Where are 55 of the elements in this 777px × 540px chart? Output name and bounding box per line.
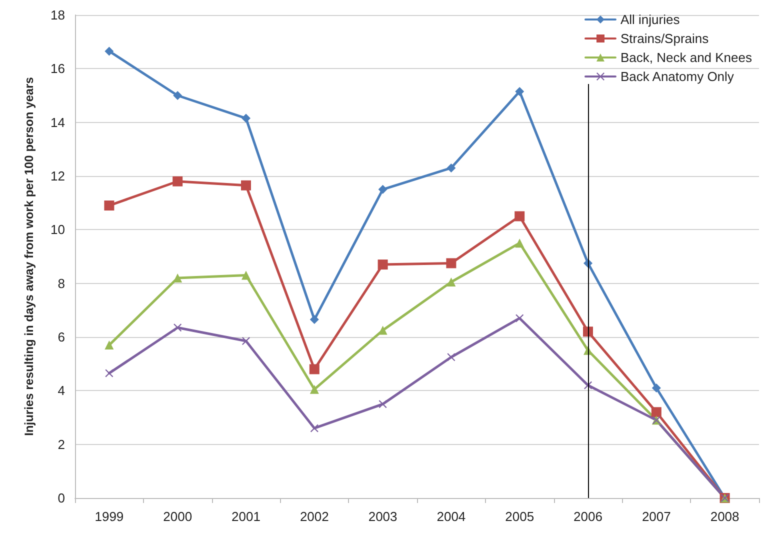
point (378, 400, 387, 408)
point (241, 180, 251, 190)
x-tick-label: 2007 (642, 509, 671, 524)
point (242, 270, 250, 280)
y-tick-label: 8 (58, 276, 65, 291)
point (242, 114, 250, 123)
y-tick-label: 4 (58, 383, 65, 398)
point (514, 211, 525, 222)
legend-label: Back, Neck and Knees (620, 50, 752, 65)
point (515, 86, 524, 96)
x-tick-label: 2001 (232, 509, 260, 524)
x-tick-label: 2002 (300, 509, 329, 524)
legend-label: Back Anatomy Only (620, 69, 734, 84)
y-tick-label: 6 (58, 330, 65, 344)
x-tick-label: 2006 (574, 509, 602, 524)
y-tick-label: 10 (50, 222, 65, 238)
point (104, 46, 114, 56)
x-tick-label: 2008 (710, 509, 740, 524)
point (446, 277, 456, 286)
x-tick-label: 2003 (368, 509, 398, 524)
point (652, 383, 661, 392)
point (105, 369, 114, 378)
point (446, 258, 456, 268)
point (378, 326, 388, 335)
x-tick-label: 2004 (436, 509, 466, 524)
y-tick-label: 2 (58, 436, 65, 452)
point (651, 407, 662, 418)
y-tick-label: 0 (58, 490, 65, 506)
point (446, 163, 456, 172)
point (378, 184, 388, 194)
point (583, 326, 593, 337)
point (516, 314, 524, 322)
x-tick-label: 2005 (505, 509, 534, 524)
point (242, 337, 250, 346)
y-tick-label: 12 (50, 168, 65, 184)
point (172, 176, 183, 186)
point (104, 340, 114, 350)
point (173, 91, 182, 100)
point (309, 364, 320, 374)
point (310, 424, 318, 432)
point (378, 260, 388, 270)
y-tick-label: 14 (50, 114, 65, 130)
point (104, 200, 114, 211)
legend-label: All injuries (620, 12, 680, 27)
y-tick-label: 16 (50, 61, 65, 76)
point (447, 353, 456, 362)
point (174, 324, 182, 332)
legend-label: Strains/Sprains (620, 31, 710, 46)
point (310, 384, 319, 394)
y-axis-title: Injuries resulting in days away from work per 100 person years (22, 76, 36, 436)
y-tick-label: 18 (50, 8, 65, 22)
x-tick-label: 1999 (94, 509, 124, 524)
point (310, 315, 319, 324)
x-tick-label: 2000 (163, 509, 192, 524)
point (515, 238, 524, 248)
